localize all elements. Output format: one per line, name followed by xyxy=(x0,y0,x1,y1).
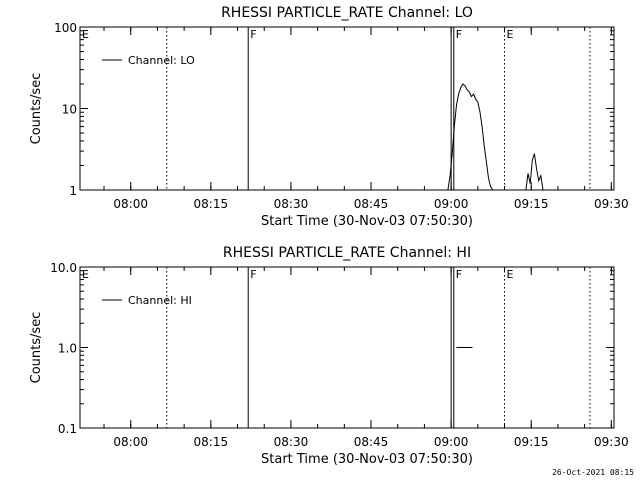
x-tick-label: 09:00 xyxy=(434,435,469,449)
x-tick-label: 08:15 xyxy=(194,435,229,449)
plot-frame xyxy=(79,266,615,429)
x-axis-label: Start Time (30-Nov-03 07:50:30) xyxy=(261,452,473,467)
chart-panel-1: RHESSI PARTICLE_RATE Channel: LO 1 10 100 08… xyxy=(29,5,629,229)
y-tick-label: 1 xyxy=(69,184,77,198)
event-marker-label: E xyxy=(82,268,89,281)
plot-frame xyxy=(79,26,615,191)
y-tick-label: 1.0 xyxy=(58,342,77,356)
series-line xyxy=(525,153,544,190)
chart-panel-2: RHESSI PARTICLE_RATE Channel: HI 0.1 1.0 10… xyxy=(29,245,629,467)
x-tick-label: 08:00 xyxy=(113,197,148,211)
event-marker-label: F xyxy=(456,268,462,281)
x-tick-label: 09:15 xyxy=(514,435,549,449)
legend-label: Channel: HI xyxy=(128,294,192,307)
x-tick-label: 08:45 xyxy=(354,435,389,449)
y-tick-label: 10 xyxy=(62,103,77,117)
x-tick-label: 08:45 xyxy=(354,197,389,211)
x-tick-label: 08:30 xyxy=(274,435,309,449)
event-marker-label: E xyxy=(507,28,514,41)
chart-title: RHESSI PARTICLE_RATE Channel: LO xyxy=(221,5,473,21)
x-axis-label: Start Time (30-Nov-03 07:50:30) xyxy=(261,214,473,229)
chart-title: RHESSI PARTICLE_RATE Channel: HI xyxy=(223,245,471,261)
event-marker-label: F xyxy=(250,28,256,41)
legend-label: Channel: LO xyxy=(128,54,195,67)
y-tick-label: 100 xyxy=(54,21,77,35)
x-tick-label: 08:15 xyxy=(194,197,229,211)
x-tick-label: 09:30 xyxy=(594,197,629,211)
series-line xyxy=(447,83,494,190)
y-axis-label: Counts/sec xyxy=(29,73,44,145)
x-tick-label: 08:30 xyxy=(274,197,309,211)
event-marker-label: E xyxy=(507,268,514,281)
event-marker-label: F xyxy=(456,28,462,41)
y-tick-label: 10.0 xyxy=(50,261,77,275)
x-tick-label: 09:30 xyxy=(594,435,629,449)
x-tick-label: 09:15 xyxy=(514,197,549,211)
x-tick-label: 08:00 xyxy=(113,435,148,449)
event-marker-label: E xyxy=(82,28,89,41)
event-marker-label: F xyxy=(250,268,256,281)
generation-timestamp: 26-Oct-2021 08:15 xyxy=(552,468,634,477)
x-tick-label: 09:00 xyxy=(434,197,469,211)
y-axis-label: Counts/sec xyxy=(29,312,44,384)
y-tick-label: 0.1 xyxy=(58,422,77,436)
